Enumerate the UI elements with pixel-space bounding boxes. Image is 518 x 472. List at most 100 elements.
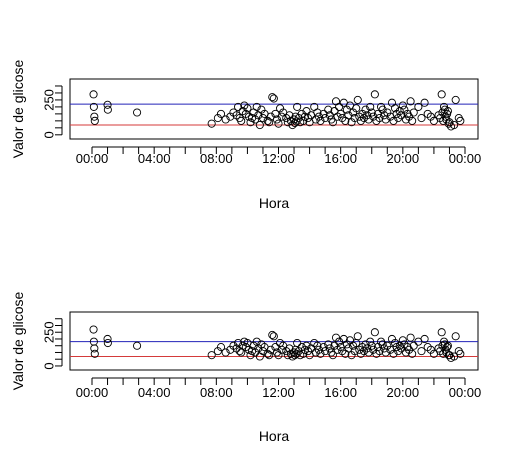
data-point (319, 343, 328, 352)
data-point (90, 112, 99, 121)
data-point (369, 345, 378, 354)
data-point (408, 349, 417, 358)
data-point (361, 340, 370, 349)
data-point (321, 114, 330, 123)
data-point (398, 336, 407, 345)
data-point (316, 116, 325, 125)
x-tick-label: 04:00 (138, 151, 171, 166)
x-tick-label: 12:00 (262, 151, 295, 166)
data-point (367, 341, 376, 350)
data-point (358, 343, 367, 352)
data-point (324, 105, 333, 114)
data-point (263, 349, 272, 358)
data-point (251, 348, 260, 357)
data-point (265, 118, 274, 127)
data-point (325, 111, 334, 120)
data-point (409, 108, 418, 117)
data-point (294, 114, 303, 123)
data-point (336, 109, 345, 118)
x-tick-label: 00:00 (449, 151, 482, 166)
data-point (255, 120, 264, 130)
x-tick-label: 08:00 (200, 385, 233, 400)
data-point (404, 345, 414, 354)
data-point (420, 334, 429, 344)
data-point (310, 338, 319, 348)
data-point (451, 95, 460, 104)
data-point (313, 341, 322, 350)
data-point (263, 116, 272, 125)
plot-panel-2: 0 250 Valor de glicose 00:00 04:00 08:00 12:00… (10, 292, 481, 444)
data-point (293, 102, 302, 111)
data-point (207, 119, 216, 128)
data-point (89, 90, 98, 99)
data-point (426, 345, 435, 354)
x-tick-label: 04:00 (138, 385, 171, 400)
data-point (444, 119, 453, 128)
data-point (359, 114, 369, 123)
data-point (316, 349, 325, 358)
x-tick-label: 16:00 (324, 385, 357, 400)
data-point (207, 351, 216, 360)
x-tick-label: 00:00 (76, 151, 109, 166)
data-point (420, 98, 429, 107)
data-point (89, 102, 98, 111)
data-point (254, 344, 263, 353)
data-point (356, 116, 365, 125)
data-point (335, 337, 344, 346)
data-point (383, 108, 392, 117)
data-point (454, 347, 463, 356)
data-point (90, 344, 99, 353)
x-tick-label: 12:00 (262, 385, 295, 400)
data-point (391, 104, 400, 113)
data-point (417, 347, 426, 356)
data-point (258, 347, 268, 356)
y-axis-label: Valor de glicose (10, 292, 26, 391)
x-tick-label: 00:00 (449, 385, 482, 400)
data-point (437, 90, 446, 99)
data-point (370, 90, 379, 99)
data-point (103, 334, 112, 344)
data-point (314, 345, 323, 354)
data-point (328, 118, 337, 127)
data-point (258, 114, 268, 123)
data-point (383, 341, 392, 350)
data-point (276, 338, 285, 348)
data-point (103, 105, 112, 114)
y-tick-label: 250 (42, 89, 57, 111)
data-point (277, 112, 286, 121)
data-point (243, 104, 252, 113)
data-point (321, 347, 330, 356)
data-point (370, 328, 379, 337)
data-point (445, 118, 454, 127)
data-point (324, 340, 333, 349)
data-point (438, 341, 447, 350)
data-point (387, 334, 397, 344)
data-point (417, 114, 426, 123)
data-point (367, 108, 376, 117)
data-point (213, 114, 222, 123)
data-point (221, 115, 230, 124)
data-point (353, 95, 362, 104)
data-point (319, 109, 328, 118)
y-tick-label: 0 (42, 362, 57, 369)
data-point (237, 116, 246, 125)
data-point (406, 333, 415, 342)
data-point (226, 112, 235, 121)
data-point (450, 120, 459, 130)
data-point (257, 105, 266, 114)
data-point (423, 109, 432, 118)
data-point (274, 351, 283, 360)
data-point (364, 348, 373, 357)
data-point (269, 332, 278, 341)
plot-panel-1: 0 250 Valor de glicose 00:00 04:00 08:00 12:00… (10, 60, 481, 211)
data-point (314, 112, 323, 121)
data-point (293, 338, 302, 348)
y-tick-label: 250 (42, 321, 57, 343)
data-point (133, 341, 142, 350)
data-point (325, 344, 334, 353)
data-point (423, 343, 432, 352)
data-point (342, 340, 351, 349)
data-point (90, 349, 99, 358)
